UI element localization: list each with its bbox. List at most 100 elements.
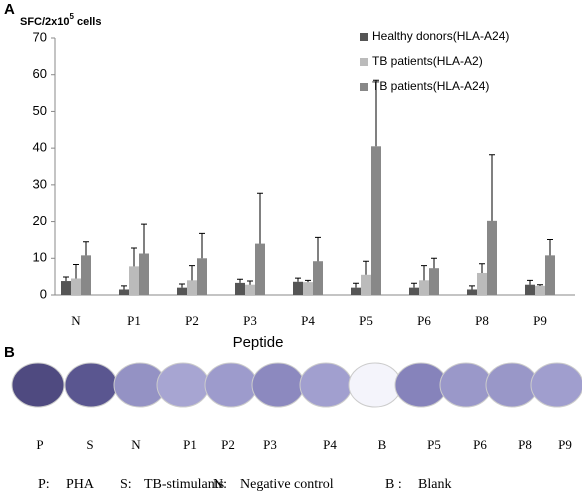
x-tick-label: P3 [243,313,257,328]
error-bar [257,192,263,244]
well-legend-text: Negative control [240,477,334,492]
well-label: P4 [323,437,337,452]
well [64,362,118,408]
y-label-exponent: 5 [70,12,75,21]
well [394,362,448,408]
y-tick-label: 30 [33,176,47,191]
y-tick-label: 70 [33,29,47,44]
error-bar [353,282,359,288]
legend-label: TB patients(HLA-A24) [372,79,489,93]
error-bar [431,257,437,269]
x-tick-label: P4 [301,313,315,328]
bar [187,280,197,295]
error-bar [315,236,321,262]
well-label: P3 [263,437,277,452]
well-label: P1 [183,437,197,452]
well-legend-text: PHA [66,477,95,492]
well [204,362,258,408]
legend-swatch [360,33,368,41]
well [348,362,402,408]
well-label: B [378,437,387,452]
well [251,362,305,408]
panel-label: A [4,1,15,18]
bar [245,284,255,295]
bar [71,278,81,295]
legend-label: TB patients(HLA-A2) [372,54,483,68]
error-bar [199,232,205,259]
well-legend-key: N: [213,477,227,492]
bar [371,146,381,295]
well-label: P9 [558,437,572,452]
y-tick-label: 10 [33,250,47,265]
bar [139,253,149,295]
y-tick-label: 40 [33,140,47,155]
bar [197,258,207,295]
error-bar [131,247,137,267]
bar [467,289,477,295]
y-tick-label: 20 [33,213,47,228]
x-tick-label: P9 [533,313,547,328]
error-bar [83,241,89,256]
error-bar [373,79,379,147]
well-label: P8 [518,437,532,452]
error-bar [479,263,485,273]
error-bar [489,154,495,221]
well-label: P2 [221,437,235,452]
error-bar [73,264,79,279]
well [156,362,210,408]
error-bar [121,285,127,290]
x-axis-label: Peptide [233,334,284,351]
x-tick-label: P2 [185,313,199,328]
error-bar [247,280,253,285]
panel-label: B [4,344,15,361]
error-bar [469,285,475,290]
bar [525,284,535,295]
well-legend-key: P: [38,477,50,492]
bar [293,281,303,295]
well-legend-key: B : [385,477,402,492]
well [439,362,493,408]
well-label: N [131,437,141,452]
bar [177,287,187,295]
bar [81,255,91,295]
y-label-base: SFC/2x10 [20,16,70,28]
bar [429,268,439,295]
error-bar [237,278,243,283]
error-bar [141,223,147,254]
bar [61,281,71,295]
bar [419,280,429,295]
bar [361,274,371,295]
y-label-unit: cells [77,16,101,28]
well-label: P [36,437,43,452]
bar [477,272,487,295]
bar [545,255,555,295]
error-bar [63,276,69,282]
error-bar [305,279,311,283]
bar [235,282,245,295]
well-label: S [86,437,93,452]
well [530,362,582,408]
bar [119,289,129,295]
well-legend-text: Blank [418,477,451,492]
error-bar [547,239,553,256]
x-tick-label: P5 [359,313,373,328]
error-bar [363,260,369,275]
legend-swatch [360,58,368,66]
bar [303,282,313,295]
bar [313,261,323,295]
bar [255,243,265,295]
well [299,362,353,408]
bar [129,266,139,295]
y-tick-label: 0 [40,286,47,301]
bar [409,287,419,295]
legend-label: Healthy donors(HLA-A24) [372,29,509,43]
bar [487,220,497,295]
well [485,362,539,408]
well-legend-text: TB-stimulants [144,477,224,492]
bar [535,285,545,295]
x-tick-label: P1 [127,313,141,328]
legend-swatch [360,83,368,91]
well-label: P5 [427,437,441,452]
x-tick-label: P8 [475,313,489,328]
